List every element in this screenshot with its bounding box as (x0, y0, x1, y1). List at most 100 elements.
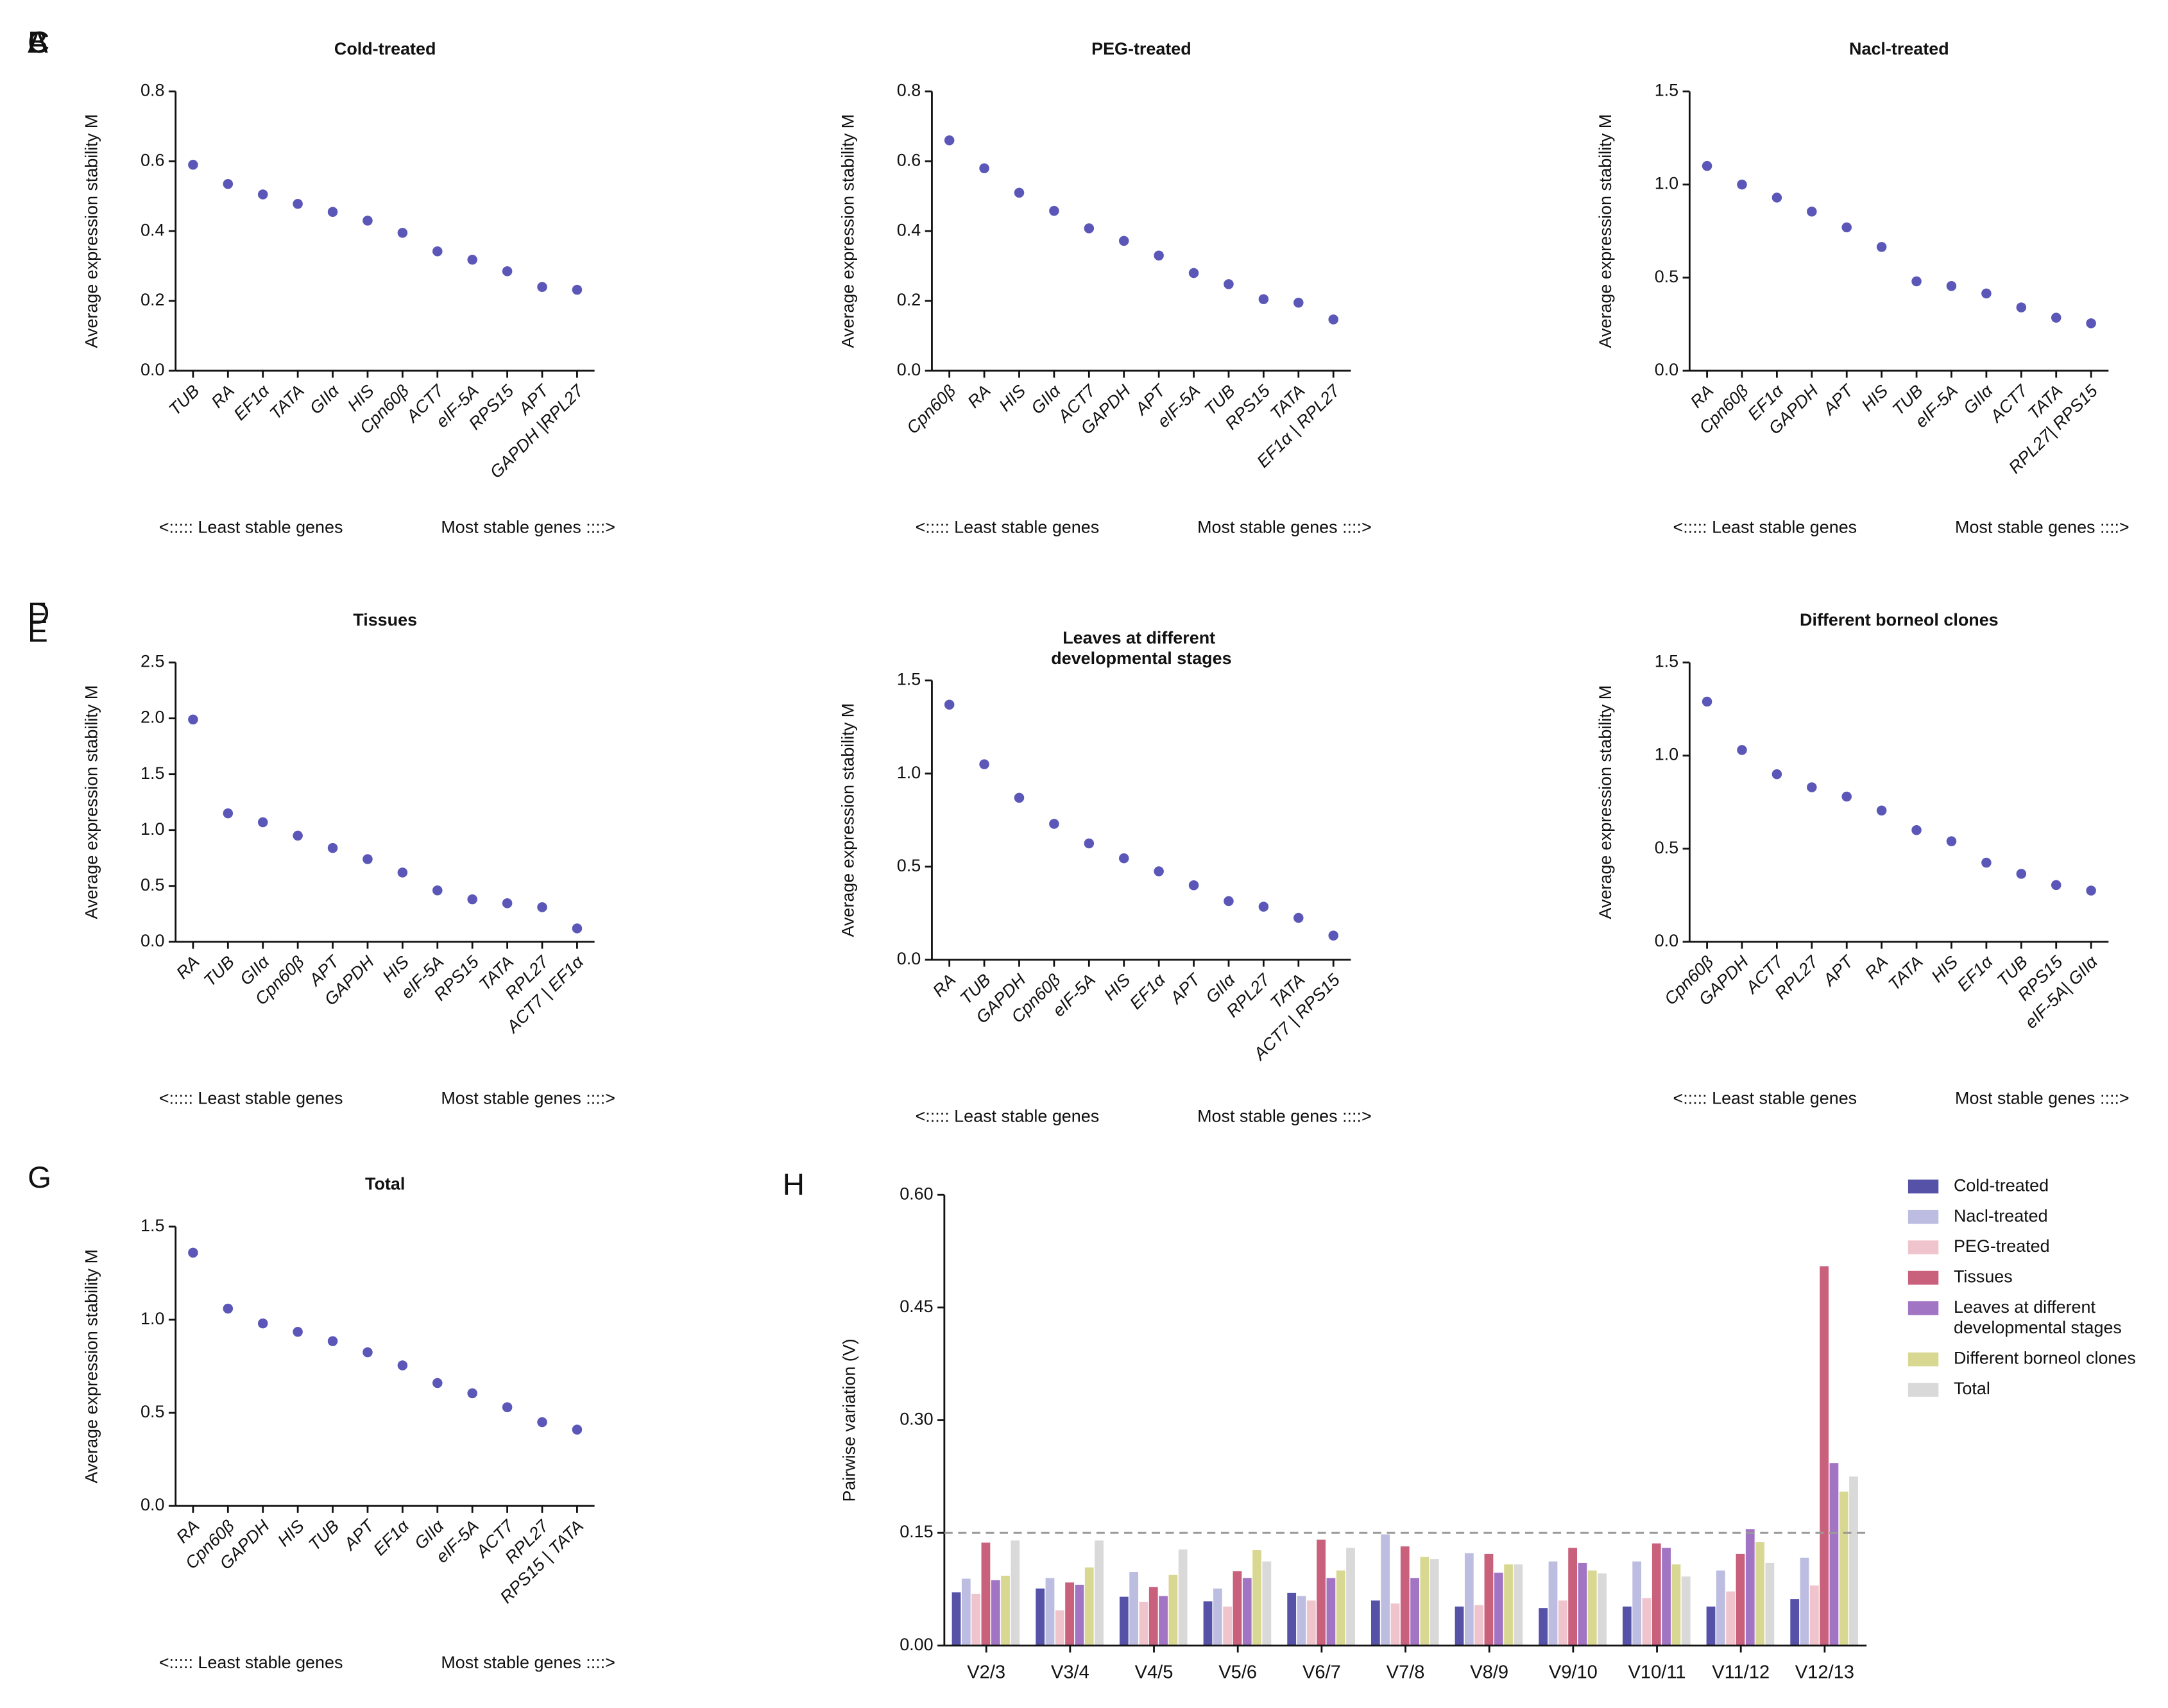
bar (1642, 1598, 1652, 1646)
point (1154, 250, 1164, 261)
x-tick-label: V5/6 (1218, 1662, 1257, 1683)
y-axis-label: Average expression stability M (1596, 114, 1615, 348)
point (1049, 819, 1059, 829)
legend-swatch (1908, 1383, 1939, 1397)
point (1224, 279, 1234, 289)
y-tick-label: 0.2 (897, 290, 921, 309)
point (1946, 281, 1957, 291)
bar (1233, 1571, 1242, 1646)
point (257, 189, 268, 200)
y-axis-label: Pairwise variation (V) (839, 1338, 858, 1501)
x-tick-label: HIS (1857, 381, 1891, 415)
bar (1829, 1463, 1839, 1646)
annotation: Most stable genes ::::> (1955, 518, 2130, 537)
x-tick-label: TATA (1884, 952, 1927, 995)
annotation: Most stable genes ::::> (1955, 1089, 2130, 1108)
point (467, 255, 477, 265)
point (223, 808, 234, 819)
bar (1765, 1562, 1775, 1646)
bar (1159, 1596, 1168, 1646)
point (1876, 805, 1887, 816)
point (188, 160, 198, 170)
bar (1681, 1576, 1691, 1646)
point (363, 854, 373, 864)
annotation: <::::: Least stable genes (159, 518, 343, 537)
point (2016, 869, 2027, 879)
point (1981, 857, 1992, 868)
y-tick-label: 1.5 (1655, 81, 1678, 100)
bar (1045, 1578, 1055, 1646)
y-tick-label: 2.5 (141, 652, 164, 671)
point (327, 1336, 338, 1346)
y-axis-label: Average expression stability M (838, 114, 857, 348)
bar (1326, 1578, 1336, 1646)
bar (991, 1580, 1000, 1646)
bar (1662, 1548, 1671, 1646)
bar (1119, 1596, 1129, 1646)
y-tick-label: 0.0 (141, 360, 164, 379)
point (363, 1347, 373, 1358)
bar (1809, 1585, 1819, 1646)
point (1328, 314, 1338, 325)
point (363, 216, 373, 226)
x-tick-label: RA (964, 381, 994, 412)
bar (1558, 1600, 1567, 1646)
x-tick-label: EF1α (370, 1516, 413, 1559)
y-tick-label: 0.5 (1655, 267, 1678, 286)
bar (1036, 1588, 1045, 1646)
bar (1430, 1559, 1439, 1646)
bar (1370, 1600, 1380, 1646)
bar (1755, 1542, 1764, 1646)
bar (1514, 1564, 1523, 1646)
bar (1400, 1546, 1410, 1646)
y-tick-label: 0.6 (141, 150, 164, 169)
x-tick-label: V6/7 (1302, 1662, 1341, 1683)
annotation: <::::: Least stable genes (916, 1107, 1100, 1126)
y-tick-label: 0.6 (897, 150, 921, 169)
bar (1849, 1476, 1858, 1646)
point (1771, 192, 1782, 203)
x-tick-label: V12/13 (1795, 1662, 1854, 1683)
annotation: Most stable genes ::::> (441, 1089, 615, 1108)
bar (1148, 1587, 1158, 1646)
point (397, 867, 408, 878)
y-tick-label: 0.4 (897, 220, 921, 239)
point (1737, 745, 1747, 755)
bar (1306, 1600, 1316, 1646)
bar (1410, 1578, 1419, 1646)
point (1188, 268, 1199, 278)
bar (1420, 1557, 1430, 1646)
point (1049, 205, 1059, 216)
bar (1075, 1584, 1084, 1646)
bar (1474, 1605, 1484, 1646)
point (293, 830, 303, 841)
bar (1820, 1266, 1829, 1646)
bar (1706, 1606, 1716, 1646)
point (223, 1303, 234, 1314)
y-tick-label: 0.0 (141, 931, 164, 950)
y-tick-label: 0.0 (897, 949, 921, 968)
panel-label: E (28, 615, 48, 649)
bar (1084, 1567, 1094, 1646)
bar (1504, 1564, 1513, 1646)
y-tick-label: 0.4 (141, 220, 164, 239)
bar (1381, 1534, 1390, 1646)
bar (1464, 1553, 1474, 1646)
x-tick-label: APT (1818, 951, 1857, 990)
legend-swatch (1908, 1240, 1939, 1254)
y-tick-label: 0.5 (141, 875, 164, 894)
bar (971, 1593, 980, 1646)
point (432, 246, 443, 257)
x-tick-label: V3/4 (1051, 1662, 1089, 1683)
point (1702, 160, 1712, 171)
bar (1242, 1578, 1252, 1646)
y-tick-label: 0.15 (900, 1522, 933, 1541)
annotation: Most stable genes ::::> (441, 1653, 615, 1672)
point (502, 1402, 513, 1413)
bar (1287, 1593, 1297, 1646)
y-axis-label: Average expression stability M (1596, 685, 1615, 919)
point (397, 1360, 408, 1371)
point (1118, 853, 1129, 864)
point (327, 842, 338, 853)
y-tick-label: 1.5 (141, 1216, 164, 1235)
